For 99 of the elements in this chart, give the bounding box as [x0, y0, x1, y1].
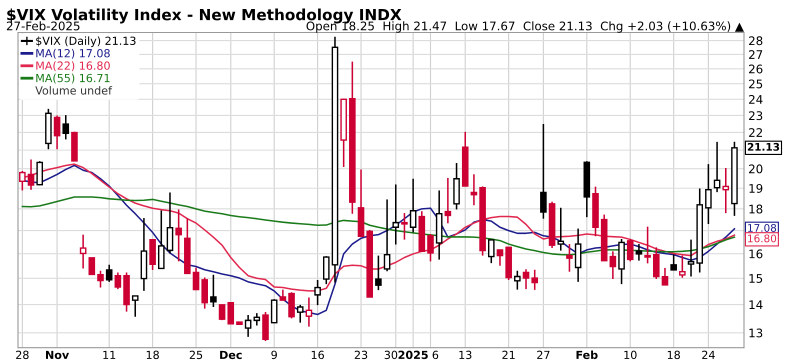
candlestick	[280, 288, 286, 301]
annotation: Volume undef	[35, 86, 112, 95]
candlestick	[106, 264, 112, 283]
y-tick-label: 19	[749, 184, 762, 193]
candlestick	[644, 226, 651, 264]
candlestick	[470, 174, 478, 206]
candlestick	[410, 178, 416, 234]
candlestick	[19, 170, 26, 192]
candlestick	[531, 268, 538, 291]
text: 16.80	[748, 234, 776, 242]
candlestick	[322, 255, 330, 285]
legend-label: MA(12) 17.08	[36, 48, 110, 59]
candlestick	[36, 160, 44, 186]
candlestick	[306, 296, 312, 328]
x-tick-label: 27	[537, 350, 550, 359]
x-tick-label: 18	[146, 350, 159, 360]
x-tick-label: 25	[190, 350, 202, 360]
y-tick-label: 28	[749, 36, 762, 46]
x-tick-label: 30	[384, 350, 398, 360]
x-tick-label: 21	[502, 350, 515, 359]
candlestick	[62, 114, 70, 140]
candlestick	[427, 233, 434, 262]
candlestick	[88, 257, 96, 276]
legend-label: MA(22) 16.80	[36, 61, 110, 72]
x-tick-label: 28	[16, 350, 29, 360]
candlestick	[705, 163, 712, 225]
x-tick-label: 10	[624, 350, 637, 360]
y-tick-label: 27	[749, 50, 762, 59]
candlestick	[166, 192, 174, 254]
candlestick	[254, 312, 260, 326]
y-tick-label: 16	[749, 249, 762, 258]
candlestick	[210, 274, 217, 308]
candlestick	[192, 266, 200, 291]
candlestick	[314, 279, 321, 306]
candlestick	[288, 291, 295, 320]
y-tick-label: 25	[749, 79, 762, 88]
candlestick	[652, 246, 660, 280]
x-tick-label: 6	[432, 350, 438, 360]
candlestick	[244, 314, 252, 338]
x-tick-label: Nov	[46, 350, 70, 360]
candlestick	[201, 276, 208, 310]
legend-label: MA(55) 16.71	[36, 74, 110, 84]
candlestick	[574, 228, 582, 283]
x-tick-label: 9	[271, 350, 277, 360]
candlestick	[80, 234, 86, 270]
x-tick-label: 23	[354, 350, 368, 360]
candlestick	[688, 238, 694, 278]
y-tick-label: 13	[749, 328, 762, 338]
y-tick-label: 20	[749, 164, 762, 174]
candlestick	[496, 249, 504, 267]
candlestick	[175, 208, 182, 262]
y-tick-label: 15	[749, 274, 762, 283]
y-tick-label: 22	[749, 128, 762, 137]
y-tick-label: 24	[749, 95, 763, 104]
candlestick	[392, 184, 400, 246]
candlestick	[540, 123, 547, 220]
x-tick-label: 11	[103, 350, 116, 359]
x-tick-label: 16	[312, 350, 324, 360]
candlestick	[218, 304, 226, 321]
y-tick-label: 23	[749, 111, 762, 120]
candlestick	[401, 212, 408, 240]
chart-subtitle: 27-Feb-2025	[6, 21, 80, 30]
x-tick-label: 2025	[398, 350, 428, 360]
candlestick	[296, 304, 304, 324]
candlestick	[97, 270, 104, 288]
legend-label: $VIX (Daily) 21.13	[36, 36, 136, 48]
candlestick	[566, 243, 573, 272]
candlestick	[114, 272, 122, 290]
y-tick-label: 18	[749, 204, 762, 214]
candlestick	[679, 254, 686, 279]
text: 21.13	[748, 142, 780, 151]
candlestick	[54, 114, 60, 150]
candlestick	[714, 141, 720, 193]
candlestick	[626, 238, 634, 262]
candlestick	[514, 270, 521, 290]
y-tick-label: 26	[749, 64, 762, 74]
candlestick	[522, 268, 530, 290]
candlestick	[662, 267, 668, 286]
candlestick	[636, 243, 642, 262]
text: 17.08	[748, 224, 776, 232]
candlestick	[132, 295, 139, 318]
candlestick	[158, 210, 165, 270]
x-tick-label: Feb	[576, 350, 598, 360]
x-tick-label: 18	[668, 350, 680, 360]
y-tick-label: 14	[749, 300, 763, 310]
candlestick	[488, 239, 495, 264]
x-tick-label: Dec	[220, 350, 242, 360]
candlestick	[28, 158, 34, 191]
candlestick	[270, 298, 278, 324]
candlestick	[444, 177, 452, 224]
candlestick	[722, 167, 730, 214]
candlestick	[610, 250, 616, 280]
candlestick	[557, 207, 564, 252]
x-tick-label: 24	[702, 350, 715, 359]
candlestick	[670, 254, 677, 271]
candlestick	[384, 198, 390, 272]
candlestick	[227, 302, 234, 324]
x-tick-label: 13	[459, 350, 472, 360]
candlestick	[375, 254, 382, 291]
